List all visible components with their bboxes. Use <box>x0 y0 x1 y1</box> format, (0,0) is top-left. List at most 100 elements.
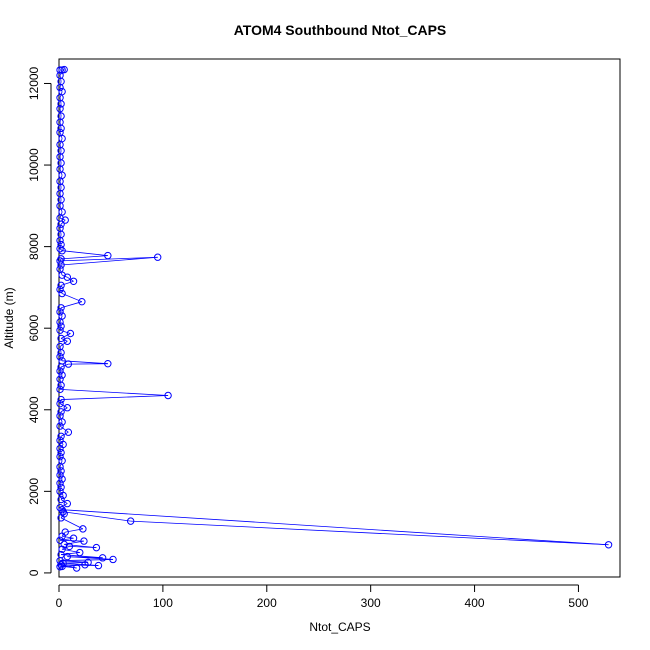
y-tick-label: 2000 <box>27 478 41 505</box>
data-point <box>56 308 64 316</box>
data-point <box>69 277 78 285</box>
y-tick-label: 10000 <box>27 148 41 182</box>
data-series <box>56 65 613 572</box>
series-line-segment <box>60 407 68 413</box>
x-tick-label: 200 <box>257 596 277 610</box>
data-point <box>56 285 64 294</box>
data-point <box>57 261 65 269</box>
y-tick-label: 8000 <box>27 233 41 260</box>
series-line-segment <box>61 546 70 550</box>
data-point <box>63 499 72 508</box>
x-tick-label: 500 <box>568 596 588 610</box>
series-line-segment <box>61 531 66 537</box>
data-point <box>64 428 73 436</box>
y-tick-label: 6000 <box>27 315 41 342</box>
data-point <box>56 444 64 453</box>
data-point <box>72 564 81 572</box>
data-point <box>58 545 66 553</box>
data-point <box>64 360 73 368</box>
series-line-segment <box>60 499 68 504</box>
data-point <box>57 363 65 371</box>
data-point <box>59 491 67 500</box>
series-line-segment <box>60 388 169 396</box>
data-point <box>56 479 64 487</box>
data-point <box>56 563 64 571</box>
x-axis-label: Ntot_CAPS <box>309 620 370 634</box>
series-line-segment <box>60 333 71 339</box>
data-point <box>78 297 86 306</box>
data-point <box>57 322 65 330</box>
y-tick-label: 12000 <box>27 66 41 100</box>
data-point <box>57 281 65 290</box>
series-line-segment <box>59 103 62 109</box>
series-line-segment <box>60 559 114 562</box>
data-point <box>109 555 117 564</box>
plot-frame <box>58 58 621 578</box>
data-point <box>56 318 64 326</box>
series-line-segment <box>130 520 609 546</box>
series-line-segment <box>59 421 63 427</box>
x-axis: 0 100 200 300 400 500 <box>56 584 589 610</box>
series-line-segment <box>59 537 74 541</box>
series-line-segment <box>59 474 63 480</box>
series-line-segment <box>61 256 158 266</box>
data-point <box>76 548 84 557</box>
data-point <box>56 353 64 361</box>
series-line-segment <box>61 255 108 260</box>
data-point <box>56 399 64 408</box>
data-point <box>57 304 65 312</box>
x-tick-label: 100 <box>153 596 173 610</box>
data-point <box>104 251 112 260</box>
data-point <box>81 561 89 569</box>
data-point <box>56 236 64 245</box>
data-point <box>56 257 64 265</box>
data-point <box>58 475 66 483</box>
data-point <box>57 467 65 475</box>
data-point <box>61 216 69 224</box>
series-line-segment <box>60 495 64 500</box>
data-point <box>58 532 66 540</box>
series-line-segment <box>59 425 69 433</box>
data-point <box>58 289 66 298</box>
series-line-segment <box>61 395 169 400</box>
data-point <box>164 391 172 400</box>
data-point <box>65 542 74 551</box>
series-line-segment <box>59 403 68 409</box>
series-line-segment <box>62 535 74 539</box>
data-point <box>57 408 65 416</box>
data-point <box>56 66 64 74</box>
series-line-segment <box>60 517 84 530</box>
y-tick-label: 4000 <box>27 396 41 423</box>
data-point <box>57 395 65 404</box>
series-line-segment <box>67 276 74 282</box>
data-point <box>66 329 75 338</box>
series-line-segment <box>60 280 74 286</box>
series-line-segment <box>59 456 63 461</box>
data-point <box>57 348 65 357</box>
series-line-segment <box>59 370 63 376</box>
chart-title: ATOM4 Southbound Ntot_CAPS <box>234 22 447 38</box>
series-line-segment <box>69 546 97 549</box>
data-point <box>58 418 66 426</box>
data-point <box>604 541 613 549</box>
series-line-segment <box>63 511 131 522</box>
data-point <box>57 220 65 228</box>
series-line-segment <box>59 289 63 294</box>
series-line-segment <box>62 509 609 546</box>
data-point <box>56 463 64 471</box>
series-line-segment <box>59 478 63 484</box>
data-point <box>56 83 64 92</box>
data-point <box>56 536 64 544</box>
y-axis: 0 2000 4000 6000 8000 10000 12000 <box>27 66 52 576</box>
data-point <box>56 422 64 430</box>
series-line-segment <box>63 561 89 564</box>
data-point <box>57 124 65 133</box>
series-line-segment <box>59 444 64 449</box>
series-line-segment <box>59 340 68 347</box>
data-point <box>58 271 66 279</box>
x-tick-label: 0 <box>56 596 63 610</box>
series-line-segment <box>59 374 63 380</box>
data-point <box>56 105 64 113</box>
series-line-segment <box>59 440 64 445</box>
data-point <box>56 367 64 375</box>
